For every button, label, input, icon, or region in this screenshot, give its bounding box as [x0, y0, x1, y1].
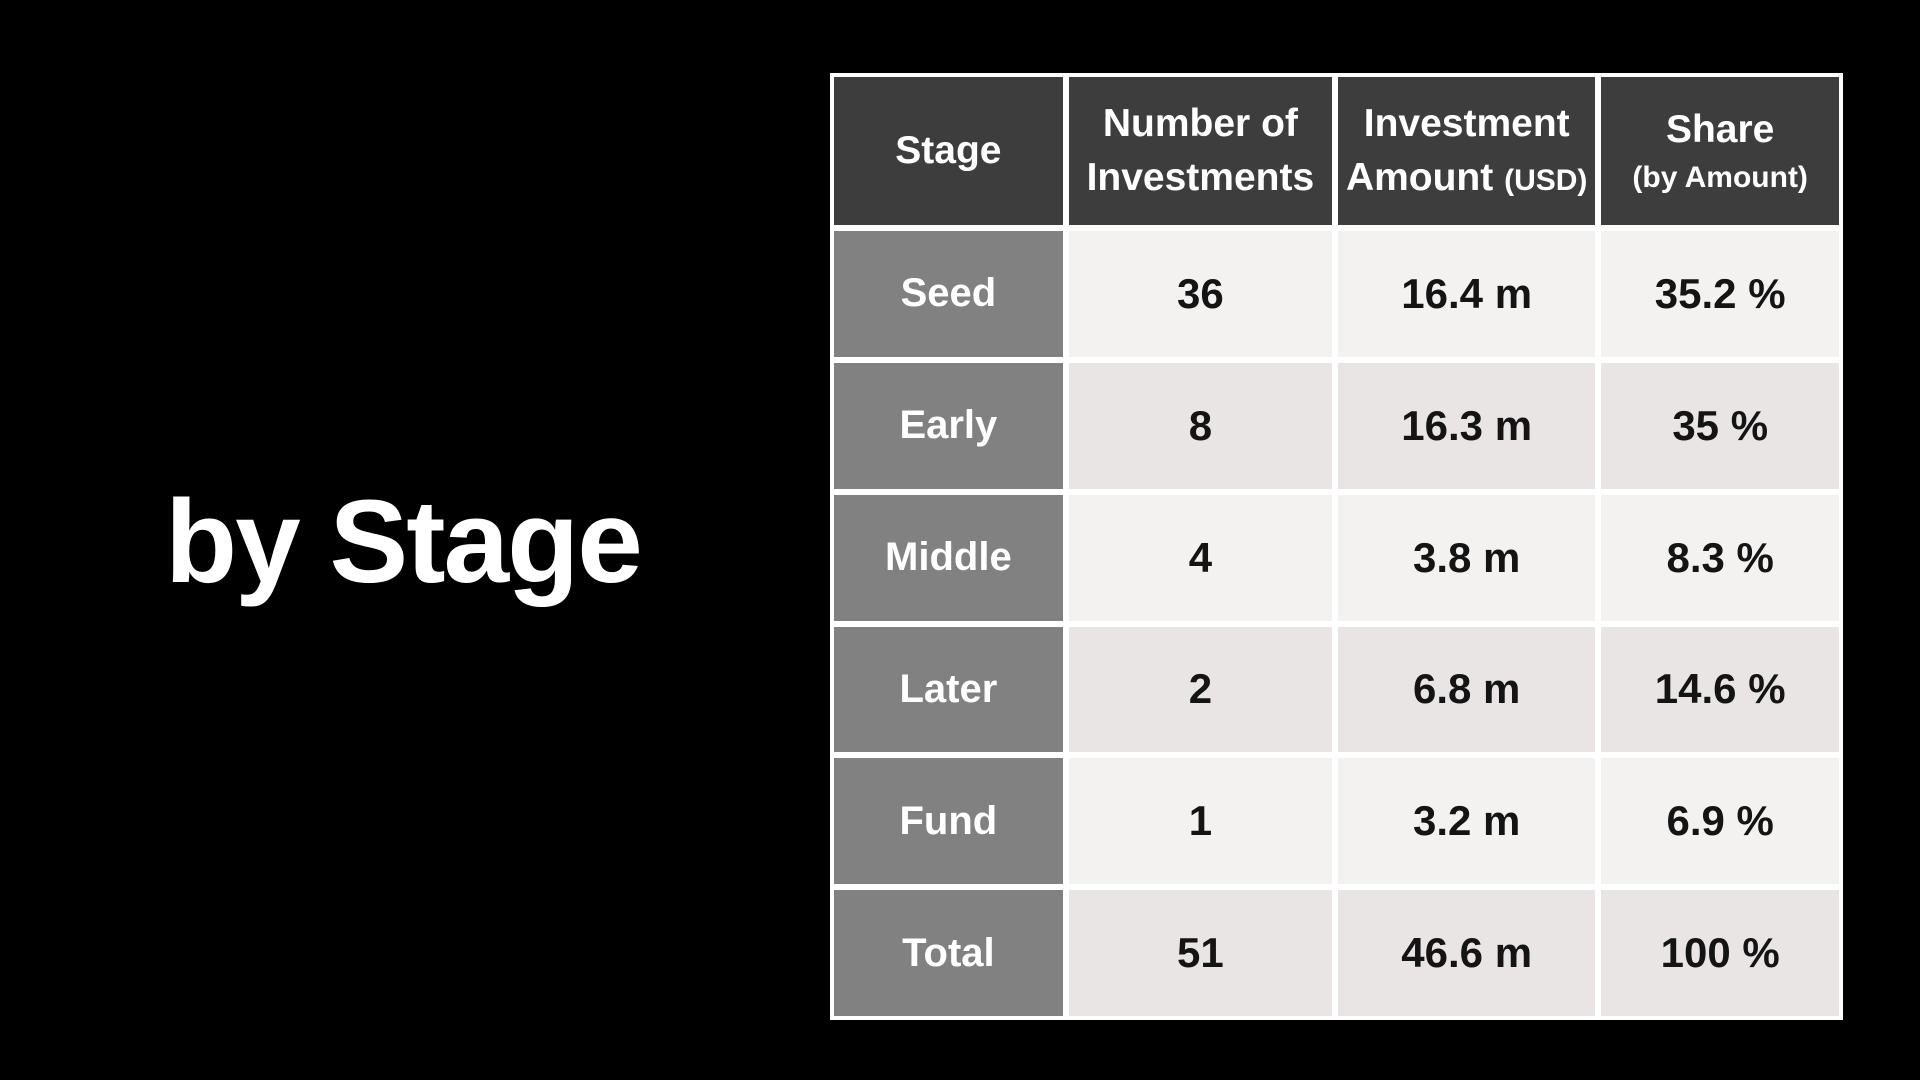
amount-cell-fund: 3.2 m — [1338, 758, 1596, 885]
count-cell-middle: 4 — [1068, 494, 1333, 621]
stage-cell-fund: Fund — [834, 758, 1063, 885]
stage-cell-middle: Middle — [834, 494, 1063, 621]
share-cell-fund: 6.9 % — [1601, 758, 1839, 885]
header-unit-label: (USD) — [1504, 164, 1588, 197]
count-cell-early: 8 — [1068, 362, 1333, 489]
header-label-line1: Investment — [1363, 102, 1570, 146]
count-cell-total: 51 — [1068, 890, 1333, 1016]
stage-cell-early: Early — [834, 362, 1063, 489]
count-cell-later: 2 — [1068, 626, 1333, 753]
count-cell-seed: 36 — [1068, 231, 1333, 357]
investments-by-stage-table: Stage Number of Investments Investment A… — [830, 73, 1843, 1020]
page-title: by Stage — [165, 476, 643, 608]
stage-cell-seed: Seed — [834, 231, 1063, 357]
header-cell-number-of-investments: Number of Investments — [1068, 77, 1333, 225]
stage-cell-total: Total — [834, 890, 1063, 1016]
header-label: Stage — [895, 129, 1002, 173]
header-label-line1: Number of — [1102, 102, 1298, 146]
share-cell-later: 14.6 % — [1601, 626, 1839, 753]
amount-cell-later: 6.8 m — [1338, 626, 1596, 753]
header-label-line2: Amount (USD) — [1345, 156, 1588, 199]
share-cell-seed: 35.2 % — [1601, 231, 1839, 357]
header-label-line2: Investments — [1086, 156, 1315, 199]
header-label-line1: Share — [1665, 108, 1775, 152]
header-label-line2: (by Amount) — [1632, 161, 1808, 195]
header-cell-investment-amount: Investment Amount (USD) — [1338, 77, 1596, 225]
amount-cell-early: 16.3 m — [1338, 362, 1596, 489]
share-cell-total: 100 % — [1601, 890, 1839, 1016]
amount-cell-total: 46.6 m — [1338, 890, 1596, 1016]
header-cell-stage: Stage — [834, 77, 1063, 225]
share-cell-early: 35 % — [1601, 362, 1839, 489]
count-cell-fund: 1 — [1068, 758, 1333, 885]
amount-cell-middle: 3.8 m — [1338, 494, 1596, 621]
stage-cell-later: Later — [834, 626, 1063, 753]
header-cell-share: Share (by Amount) — [1601, 77, 1839, 225]
amount-cell-seed: 16.4 m — [1338, 231, 1596, 357]
share-cell-middle: 8.3 % — [1601, 494, 1839, 621]
